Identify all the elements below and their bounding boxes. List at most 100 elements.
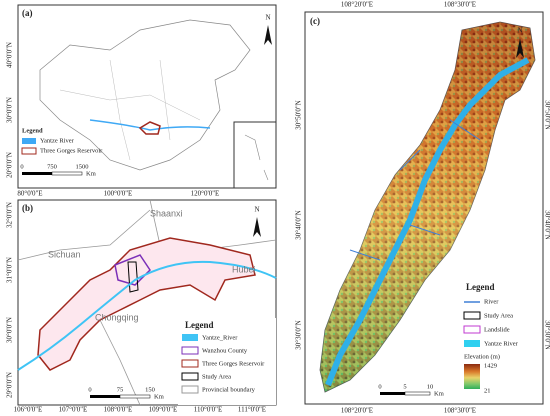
legend-item: Provincial boundary: [202, 386, 256, 393]
lat-label: 30°30'0"N: [295, 320, 303, 349]
wanzhou-county: [114, 254, 151, 286]
scale-bar: [119, 394, 151, 399]
reservoir: [37, 237, 256, 371]
elevation-title: Elevation (m): [464, 353, 500, 360]
lat-label: 30°50'0"N: [543, 100, 550, 129]
north: N: [254, 206, 259, 214]
scale-label: 750: [47, 163, 57, 170]
north: N: [265, 14, 270, 22]
panel-label: (a): [22, 8, 33, 18]
lat-label: 30°50'0"N: [295, 100, 303, 129]
legend-swatch: [21, 147, 37, 155]
legend-swatch: [181, 346, 199, 355]
scale-bar: [380, 392, 405, 395]
lon-label: 108°30'0"E: [444, 1, 476, 9]
tributaries: [349, 119, 481, 261]
lat-label: 30°40'0"N: [295, 210, 303, 239]
lat-label: 30°0'0"N: [6, 97, 14, 123]
place-label: Sichuan: [48, 249, 81, 259]
scale-unit: Km: [434, 390, 444, 397]
scale-bar: [90, 395, 120, 398]
lat-label: 32°0'0"N: [6, 202, 14, 228]
north-arrow: [264, 25, 272, 45]
scale-label: 150: [145, 386, 155, 393]
place-label: Hubei: [232, 264, 256, 274]
scale-bar: [404, 391, 431, 396]
legend-item: Three Gorges Reservoir: [202, 360, 265, 367]
lon-label: 100°0'0"E: [104, 190, 133, 198]
lat-label: 30°40'0"N: [543, 210, 550, 239]
place-label: Chongqing: [95, 312, 139, 322]
legend-item: Study Area: [484, 312, 513, 319]
panel-c: (c) N 108°20'0"E 108°30'0"E 108°20'0"E 1…: [295, 1, 550, 415]
yangtze-river: [325, 57, 530, 387]
elevation-shade: [320, 22, 535, 392]
scale-bar: [51, 171, 83, 176]
north-arrow: [253, 217, 261, 237]
legend-item: Three Gorges Reservoir: [40, 147, 103, 154]
legend-swatch: [182, 334, 198, 341]
scale-unit: Km: [86, 170, 96, 177]
legend-item: Study Area: [202, 373, 231, 380]
legend-item: Yantze River: [484, 340, 519, 347]
scale-label: 1500: [76, 163, 89, 170]
scale-label: 10: [427, 383, 434, 390]
lat-label: 30°0'0"N: [6, 317, 14, 343]
lon-label: 108°20'0"E: [341, 1, 373, 9]
lon-label: 120°0'0"E: [191, 190, 220, 198]
inset: [233, 121, 277, 189]
lon-label: 108°30'0"E: [444, 407, 476, 415]
scale-label: 0: [20, 163, 23, 170]
reservoir: [138, 121, 161, 135]
legend-title: Legend: [185, 320, 214, 330]
lat-label: 29°0'0"N: [6, 372, 14, 398]
legend-swatch: [464, 340, 480, 347]
lat-label: 40°0'0"N: [6, 42, 14, 68]
north: N: [517, 27, 522, 35]
place-label: Shaanxi: [150, 208, 183, 218]
legend-item: River: [484, 298, 499, 305]
lon-label: 111°0'0"E: [238, 406, 266, 414]
legend-item: Wanzhou County: [202, 347, 248, 354]
north-arrow: [516, 38, 524, 58]
panel-label: (c): [310, 16, 320, 26]
legend-swatch: [181, 385, 199, 394]
lon-label: 108°20'0"E: [341, 407, 373, 415]
legend-title: Legend: [22, 127, 43, 134]
lat-label: 20°0'0"N: [6, 152, 14, 178]
legend-swatch: [181, 372, 199, 381]
lon-label: 110°0'0"E: [194, 406, 222, 414]
china-outline: [39, 19, 251, 171]
legend-item: Landslide: [484, 326, 510, 333]
lon-label: 80°0'0"E: [17, 190, 42, 198]
legend-swatch: [22, 138, 36, 144]
study-area: [127, 261, 139, 293]
elevation-max: 1429: [484, 362, 497, 369]
scale-label: 0: [378, 383, 381, 390]
legend-box: [178, 318, 276, 405]
panel-b: (b) N Shaanxi Sichuan Hubei Chongqing 32…: [6, 199, 277, 414]
scale-label: 5: [403, 383, 406, 390]
legend-title: Legend: [466, 282, 495, 292]
scale-unit: Km: [154, 393, 164, 400]
scale-label: 0: [88, 386, 91, 393]
scale-label: 75: [117, 386, 124, 393]
panel-a: (a) N 40°0'0"N 30°0'0"N 20°0'0"N 80°0'0"…: [6, 4, 277, 198]
legend-swatch: [463, 325, 481, 334]
river: [89, 119, 211, 131]
lon-label: 108°0'0"E: [104, 406, 133, 414]
scale-bar: [22, 172, 52, 175]
panel-label: (b): [22, 203, 33, 213]
lon-label: 106°0'0"E: [14, 406, 43, 414]
legend-item: Yantze River: [40, 137, 75, 144]
elevation-ramp: [464, 364, 480, 389]
lon-label: 109°0'0"E: [149, 406, 178, 414]
river: [17, 260, 277, 371]
lat-label: 31°0'0"N: [6, 257, 14, 283]
legend-swatch: [463, 311, 481, 320]
inset-lines: [244, 134, 269, 181]
elevation-min: 21: [484, 387, 491, 394]
legend-swatch: [181, 359, 199, 368]
province-lines: [59, 59, 201, 161]
